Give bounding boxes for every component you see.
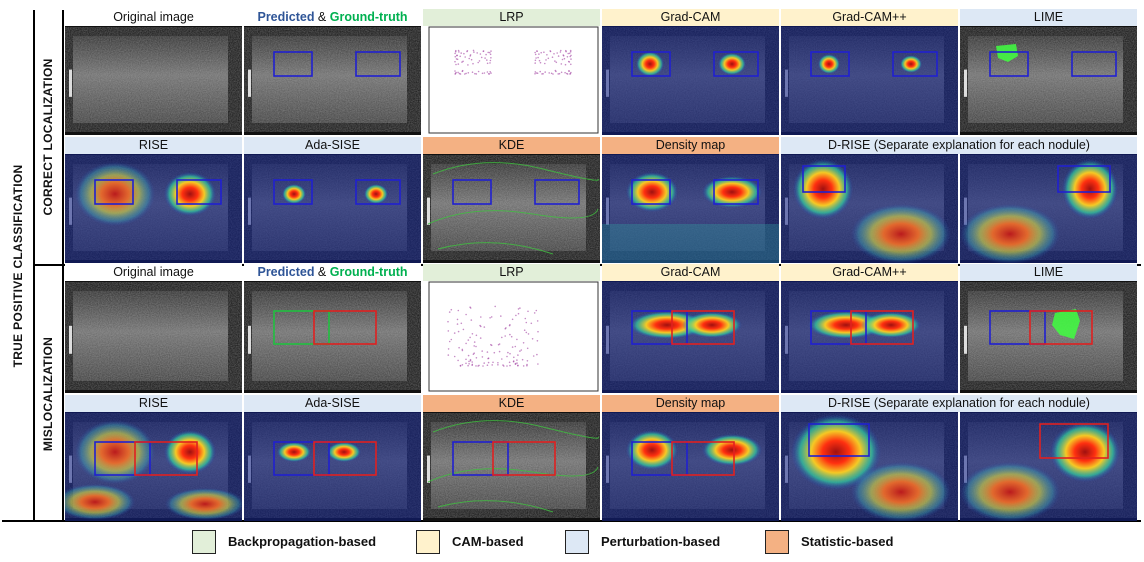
panel-original-mislocalized	[65, 281, 242, 393]
legend-label: Backpropagation-based	[228, 534, 377, 549]
panel-predgt-mislocalized	[244, 281, 421, 393]
header-density: Density map	[602, 395, 779, 412]
header-lime: LIME	[960, 9, 1137, 26]
panel-gradcam-mislocalized	[602, 281, 779, 393]
legend-label: Perturbation-based	[601, 534, 721, 549]
legend-swatch	[416, 530, 440, 554]
panel-drise2-mislocalized	[960, 412, 1137, 521]
header-drise: D-RISE (Separate explanation for each no…	[781, 137, 1137, 154]
legend-swatch	[192, 530, 216, 554]
panel-drise2-correct	[960, 154, 1137, 263]
outer-label: TRUE POSITIVE CLASSIFICATION	[11, 164, 25, 368]
legend-label: Statistic-based	[801, 534, 894, 549]
header-lrp: LRP	[423, 264, 600, 281]
header-rise: RISE	[65, 395, 242, 412]
predicted-label: Predicted	[257, 10, 315, 24]
panel-density-correct	[602, 154, 779, 263]
sidebar-divider	[33, 10, 35, 522]
panel-original-correct	[65, 26, 242, 135]
panel-density-mislocalized	[602, 412, 779, 521]
ampersand: &	[314, 10, 330, 24]
panel-lrp-mislocalized	[423, 281, 600, 393]
panel-lime-mislocalized	[960, 281, 1137, 393]
header-gradcam: Grad-CAM	[602, 9, 779, 26]
header-original: Original image	[65, 9, 242, 26]
panel-drise1-correct	[781, 154, 958, 263]
header-drise: D-RISE (Separate explanation for each no…	[781, 395, 1137, 412]
legend-swatch	[765, 530, 789, 554]
panel-gradcampp-mislocalized	[781, 281, 958, 393]
sidebar-divider-inner	[62, 10, 64, 522]
header-density: Density map	[602, 137, 779, 154]
bottom-group-label: MISLOCALIZATION	[41, 336, 55, 452]
panel-rise-correct	[65, 154, 242, 263]
panel-predgt-correct	[244, 26, 421, 135]
ampersand: &	[314, 265, 330, 279]
header-predgt: Predicted & Ground-truth	[244, 264, 421, 281]
header-gradcam: Grad-CAM	[602, 264, 779, 281]
header-kde: KDE	[423, 395, 600, 412]
legend-label: CAM-based	[452, 534, 524, 549]
ground-truth-label: Ground-truth	[329, 10, 408, 24]
panel-adasise-mislocalized	[244, 412, 421, 521]
panel-adasise-correct	[244, 154, 421, 263]
legend-swatch	[565, 530, 589, 554]
predicted-label: Predicted	[257, 265, 315, 279]
header-kde: KDE	[423, 137, 600, 154]
panel-kde-mislocalized	[423, 412, 600, 521]
bottom-rule	[2, 520, 1141, 522]
header-adasise: Ada-SISE	[244, 137, 421, 154]
panel-gradcam-correct	[602, 26, 779, 135]
header-gradcampp: Grad-CAM++	[781, 9, 958, 26]
header-adasise: Ada-SISE	[244, 395, 421, 412]
header-lime: LIME	[960, 264, 1137, 281]
panel-rise-mislocalized	[65, 412, 242, 521]
panel-gradcampp-correct	[781, 26, 958, 135]
header-predgt: Predicted & Ground-truth	[244, 9, 421, 26]
header-rise: RISE	[65, 137, 242, 154]
ground-truth-label: Ground-truth	[329, 265, 408, 279]
panel-lime-correct	[960, 26, 1137, 135]
top-group-label: CORRECT LOCALIZATION	[41, 58, 55, 216]
panel-kde-correct	[423, 154, 600, 263]
header-lrp: LRP	[423, 9, 600, 26]
header-gradcampp: Grad-CAM++	[781, 264, 958, 281]
header-original: Original image	[65, 264, 242, 281]
panel-lrp-correct	[423, 26, 600, 135]
panel-drise1-mislocalized	[781, 412, 958, 521]
